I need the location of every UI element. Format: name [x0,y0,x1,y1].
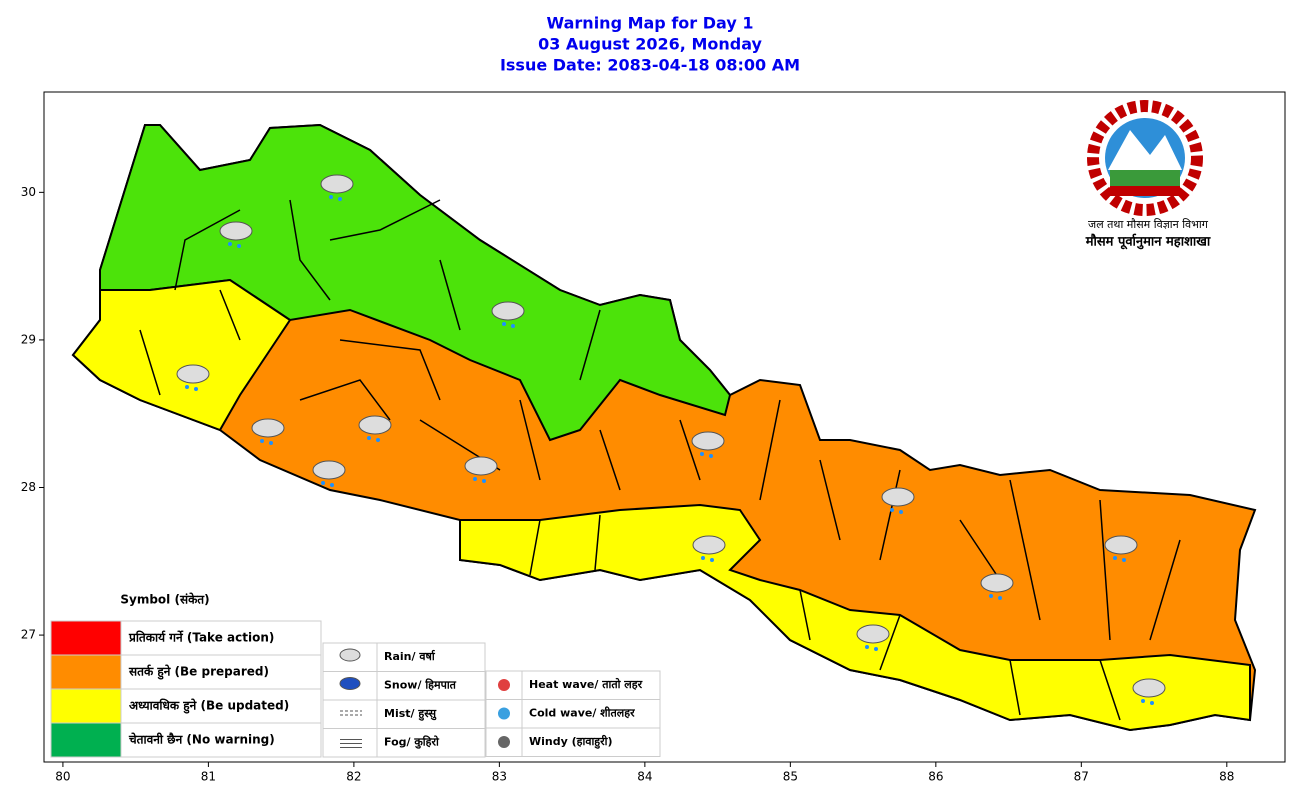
rain-icon [491,301,525,328]
symbol-icon [339,677,361,690]
rain-icon [856,624,890,651]
yellow-zone [71,278,292,432]
symbol-label: Fog/ कुहिरो [384,735,440,750]
rain-icon [691,431,725,458]
weather-icons [176,174,1166,705]
department-name: जल तथा मौसम विज्ञान विभाग [1088,218,1209,231]
rain-icon [219,221,253,248]
hazard-icon [498,679,510,691]
rain-icon [176,364,210,391]
division-name: मौसम पूर्वानुमान महाशाखा [1085,234,1211,250]
rain-icon [692,535,726,562]
symbol-label: Mist/ हुस्सु [384,707,437,721]
hazard-cell [521,670,661,700]
emblem: जल तथा मौसम विज्ञान विभाग मौसम पूर्वानुम… [1085,100,1211,250]
rain-icon [320,174,354,201]
rain-icon [251,418,285,445]
legend-cell [120,722,322,758]
y-tick-label: 29 [21,332,36,346]
hazard-label: Heat wave/ तातो लहर [529,677,643,691]
x-tick-label: 83 [492,770,507,784]
title-line: 03 August 2026, Monday [538,35,762,54]
legend-swatch [50,654,122,690]
rain-icon [1132,678,1166,705]
yellow-zone [459,503,1251,732]
legend-cell [120,688,322,724]
legend-label: चेतावनी छैन (No warning) [128,733,275,747]
legend-title: Symbol (संकेत) [120,593,209,607]
x-tick-label: 88 [1219,770,1234,784]
y-tick-label: 28 [21,480,36,494]
x-tick-label: 80 [55,770,70,784]
rain-icon [980,573,1014,600]
rain-icon [358,415,392,442]
regions [71,123,1257,732]
green-zone [99,123,732,442]
x-tick-label: 85 [783,770,798,784]
y-tick-label: 30 [21,185,36,199]
title-line: Issue Date: 2083-04-18 08:00 AM [500,56,800,75]
legend-swatch [50,722,122,758]
hazard-cell [521,699,661,729]
symbol-icon-cell [322,728,378,758]
symbol-icon [339,648,361,662]
symbol-cell [376,728,486,758]
legend: प्रतिकार्य गर्ने (Take action) सतर्क हुने… [50,620,661,758]
hazard-icon [498,707,510,720]
rain-icon [1104,535,1138,562]
y-tick-label: 27 [21,628,36,642]
symbol-cell [376,699,486,729]
rain-icon [312,460,346,487]
x-tick-label: 82 [346,770,361,784]
title-line: Warning Map for Day 1 [547,14,754,33]
hazard-icon [498,736,510,748]
legend-swatch [50,620,122,656]
x-tick-label: 81 [201,770,216,784]
symbol-icon-cell [322,699,378,729]
x-tick-label: 87 [1074,770,1089,784]
legend-label: सतर्क हुने (Be prepared) [128,665,269,681]
x-tick-label: 86 [928,770,943,784]
legend-label: प्रतिकार्य गर्ने (Take action) [128,631,274,645]
symbol-label: Snow/ हिमपात [384,678,457,692]
rain-icon [881,487,915,514]
hazard-cell [521,727,661,757]
hazard-label: Windy (हावाहुरी) [529,734,613,749]
legend-swatch [50,688,122,724]
rain-icon [464,456,498,483]
legend-cell [120,654,322,690]
symbol-label: Rain/ वर्षा [384,649,436,663]
symbol-icon-cell [322,642,378,672]
x-tick-label: 84 [637,770,652,784]
symbol-cell [376,671,486,701]
symbol-cell [376,642,486,672]
hazard-label: Cold wave/ शीतलहर [529,706,635,720]
legend-label: अध्यावधिक हुने (Be updated) [129,699,289,715]
